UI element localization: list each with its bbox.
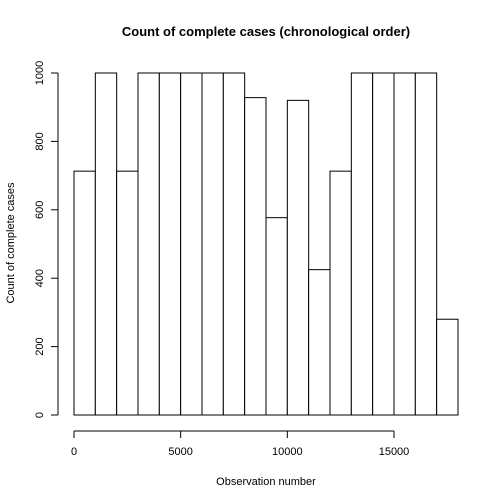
y-tick-label-5: 1000 xyxy=(34,61,46,85)
x-tick-label-1: 5000 xyxy=(168,446,192,458)
bar-15 xyxy=(393,72,416,416)
bar-3 xyxy=(137,72,160,416)
bar-0 xyxy=(73,170,96,416)
bars-group xyxy=(73,72,459,416)
y-tick-label-0: 0 xyxy=(34,412,46,418)
bar-11 xyxy=(308,269,331,416)
x-axis: 0 5000 10000 15000 xyxy=(71,430,410,458)
bar-2 xyxy=(116,170,139,416)
bar-1 xyxy=(94,72,118,416)
chart-title: Count of complete cases (chronological o… xyxy=(122,24,410,39)
y-tick-label-3: 600 xyxy=(34,201,46,219)
bar-4 xyxy=(158,72,182,416)
y-tick-label-1: 200 xyxy=(34,337,46,355)
bar-14 xyxy=(372,72,395,416)
bar-12 xyxy=(329,170,352,416)
bar-6 xyxy=(201,72,224,416)
x-tick-label-0: 0 xyxy=(71,446,77,458)
bar-7 xyxy=(222,72,246,416)
bar-8 xyxy=(244,97,267,416)
y-axis: 0 200 400 600 800 1000 xyxy=(34,61,59,418)
bar-13 xyxy=(350,72,374,416)
bar-9 xyxy=(265,217,288,416)
bar-10 xyxy=(286,99,310,416)
y-tick-label-2: 400 xyxy=(34,269,46,287)
x-axis-label: Observation number xyxy=(216,476,316,488)
x-tick-label-3: 15000 xyxy=(379,446,410,458)
bar-16 xyxy=(414,72,438,416)
y-axis-label: Count of complete cases xyxy=(5,182,17,304)
x-tick-label-2: 10000 xyxy=(272,446,303,458)
bar-17 xyxy=(436,318,459,416)
y-tick-label-4: 800 xyxy=(34,132,46,150)
bar-5 xyxy=(180,72,203,416)
